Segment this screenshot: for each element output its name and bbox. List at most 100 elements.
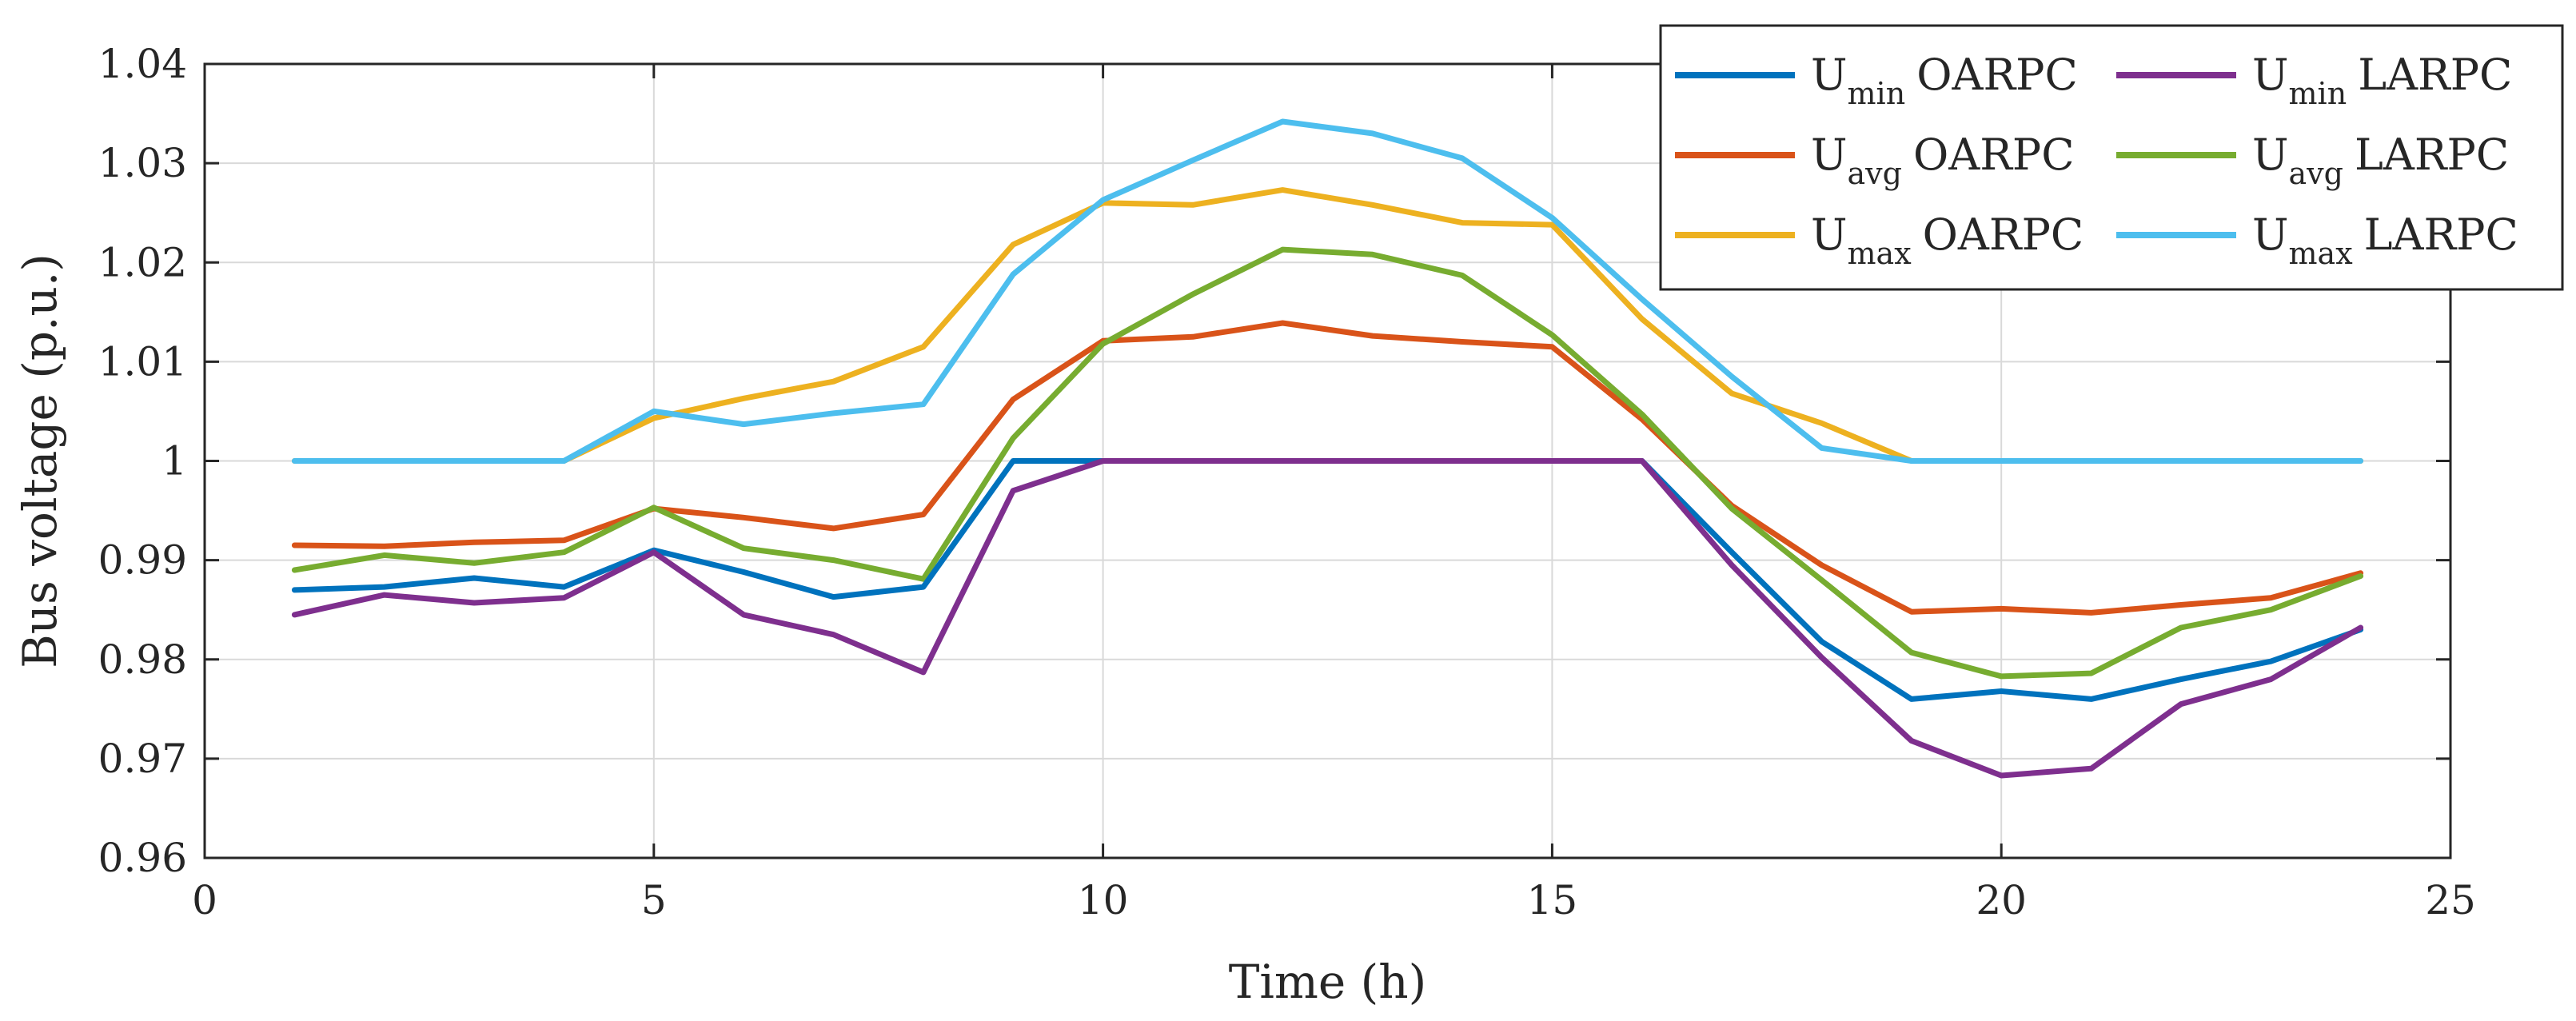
y-tick-label: 0.97 [98,736,187,782]
legend-item-uavg-oarpc: Uavg OARPC [1675,130,2075,191]
data-point [1551,334,1553,336]
series-line-umin-larpc [291,458,2364,779]
data-point [1461,222,1463,224]
data-point [1282,121,1283,122]
data-point [1461,274,1463,276]
data-point [384,594,385,596]
x-axis-label: Time (h) [1229,955,1427,1009]
x-tick-label: 20 [1976,877,2027,923]
legend-item-umax-larpc: Umax LARPC [2116,209,2518,271]
legend-item-umax-oarpc: Umax OARPC [1675,209,2084,271]
data-point [833,381,835,382]
data-point [1461,341,1463,343]
data-point [384,545,385,547]
data-point [293,614,295,616]
data-point [1012,437,1014,439]
data-point [1820,564,1822,566]
data-point [473,562,475,564]
data-point [1192,293,1194,295]
series-umax-larpc [291,118,2364,464]
data-point [1641,318,1643,320]
data-point [1012,490,1014,492]
data-point [2000,608,2002,609]
data-point [384,554,385,556]
series-line-umax-larpc [291,118,2364,464]
data-point [1731,393,1733,394]
data-point [2000,690,2002,692]
data-point [1372,335,1374,337]
data-point [473,602,475,604]
legend-item-umin-larpc: Umin LARPC [2116,50,2512,111]
data-point [2091,612,2092,613]
data-point [2091,768,2092,769]
data-point [2180,604,2182,605]
data-point [293,544,295,546]
x-tick-label: 15 [1527,877,1578,923]
data-point [2091,672,2092,674]
legend: Umin OARPC Uavg OARPC Umax OARPC Umin LARPC Uavg… [1659,24,2564,291]
data-point [1911,740,1912,742]
data-point [473,577,475,579]
legend-box [1659,24,2564,291]
data-point [473,541,475,543]
legend-label: Uavg LARPC [2252,130,2509,191]
data-point [2091,698,2092,700]
legend-label: Umax OARPC [1811,209,2084,271]
data-point [2180,679,2182,680]
data-point [1372,253,1374,255]
data-point [1012,244,1014,245]
y-tick-label: 1.03 [98,140,187,186]
data-point [1820,447,1822,449]
x-tick-label: 5 [641,877,667,923]
data-point [1820,656,1822,658]
data-point [1282,322,1283,324]
legend-item-uavg-larpc: Uavg LARPC [2116,130,2509,191]
x-tick-label: 10 [1078,877,1129,923]
data-point [2000,775,2002,776]
legend-label: Umax LARPC [2252,209,2518,271]
y-tick-label: 0.99 [98,537,187,584]
data-point [833,596,835,598]
data-point [1641,298,1643,300]
series-umin-larpc [291,458,2364,779]
data-point [384,586,385,588]
data-point [1911,698,1912,700]
data-point [1731,376,1733,377]
y-tick-label: 1.02 [98,239,187,285]
y-tick-label: 1.01 [98,338,187,385]
data-point [1372,133,1374,134]
data-point [1551,346,1553,348]
data-point [833,634,835,636]
data-point [1820,422,1822,424]
data-point [1820,640,1822,642]
series-line-uavg-larpc [291,246,2364,680]
legend-label: Uavg OARPC [1811,130,2075,191]
y-tick-label: 1.04 [98,41,187,87]
data-point [1641,413,1643,415]
data-point [1911,652,1912,653]
x-tick-label: 0 [192,877,217,923]
data-point [653,410,655,412]
legend-label: Umin LARPC [2252,50,2512,111]
series-uavg-larpc [291,246,2364,680]
y-tick-label: 0.96 [98,835,187,881]
data-point [1012,273,1014,275]
data-point [1282,249,1283,250]
x-tick-label: 25 [2425,877,2476,923]
data-point [653,507,655,509]
y-tick-label: 1 [161,438,187,485]
legend-item-umin-oarpc: Umin OARPC [1675,50,2078,111]
data-point [1551,217,1553,218]
data-point [1641,418,1643,420]
data-point [653,417,655,419]
y-axis-label: Bus voltage (p.u.) [13,253,67,668]
data-point [293,569,295,571]
legend-label: Umin OARPC [1811,50,2078,111]
data-point [1731,564,1733,566]
data-point [293,589,295,591]
data-series [291,118,2364,779]
data-point [1192,159,1194,161]
data-point [1012,399,1014,401]
data-point [1282,189,1283,191]
